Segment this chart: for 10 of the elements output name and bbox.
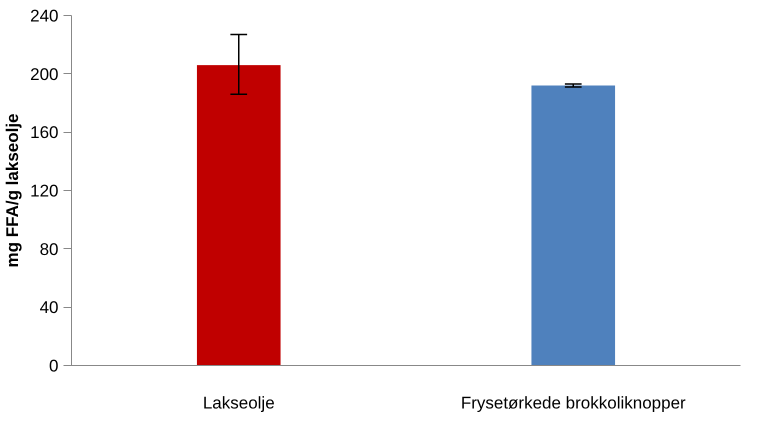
y-axis-title: mg FFA/g lakseolje bbox=[3, 113, 22, 268]
y-tick-label: 40 bbox=[40, 298, 59, 318]
x-tick-label: Frysetørkede brokkoliknopper bbox=[460, 394, 686, 412]
y-tick-label: 200 bbox=[30, 64, 59, 84]
y-tick-label: 240 bbox=[30, 6, 59, 26]
y-tick-label: 160 bbox=[30, 123, 59, 142]
y-tick-label: 0 bbox=[49, 356, 59, 376]
y-tick-label: 120 bbox=[30, 182, 59, 200]
x-tick-label: Lakseolje bbox=[202, 394, 275, 412]
y-tick-label: 80 bbox=[40, 240, 59, 259]
